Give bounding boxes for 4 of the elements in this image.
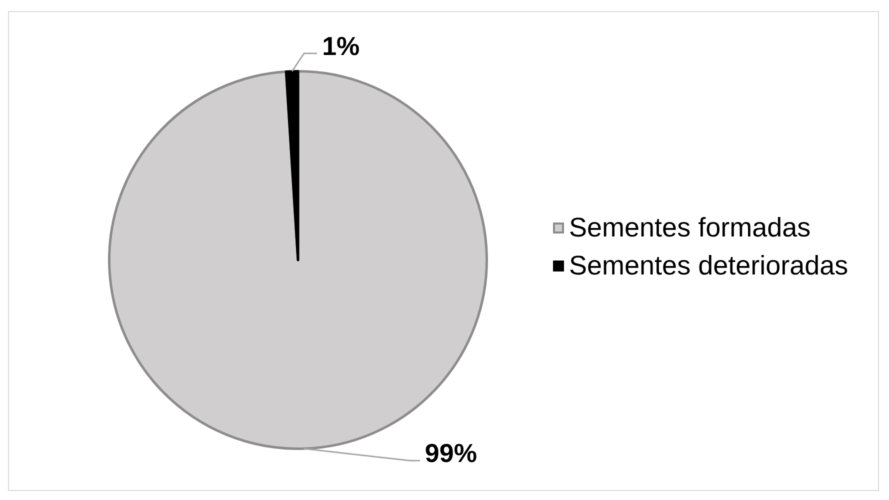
data-label: 99%: [424, 438, 477, 468]
legend-label: Sementes deterioradas: [569, 250, 848, 280]
legend-label: Sementes formadas: [569, 212, 811, 242]
data-label: 1%: [322, 30, 360, 61]
